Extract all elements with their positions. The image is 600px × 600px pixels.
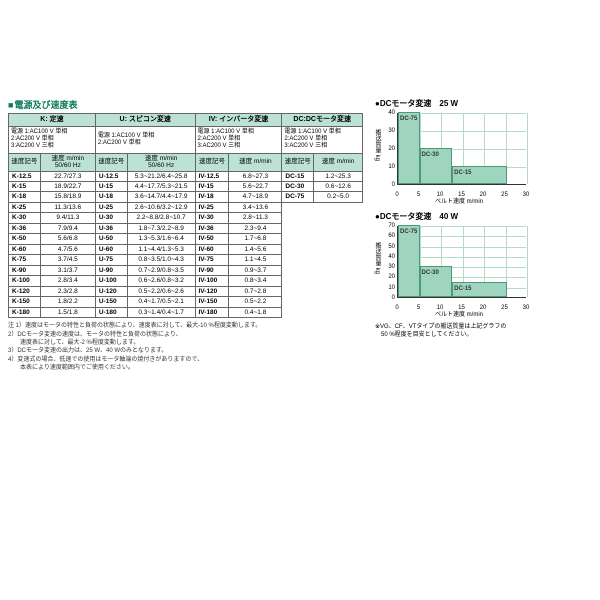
chart40-title: DCモータ変速 40 W [375, 211, 592, 222]
power-u: 電源 1:AC100 V 単相 2:AC200 V 単相 [95, 127, 195, 154]
table-row: K-12.522.7/27.3U-12.55.3~21.2/6.4~25.8IV… [9, 171, 363, 181]
hdr-code: 速度記号 [9, 153, 41, 171]
table-row: K-2511.3/13.6U-252.6~10.6/3.2~12.9IV-253… [9, 202, 363, 212]
table-row: K-1815.8/18.9U-183.6~14.7/4.4~17.9IV-184… [9, 192, 363, 202]
right-panel: DCモータ変速 25 W DC-75DC-30DC-15051015202530… [375, 98, 592, 372]
notes: 注 1）速度はモータの特性と負荷の状態により、速度表に対して、最大-10 %程度… [8, 322, 363, 372]
chart-25w: DC-75DC-30DC-15051015202530010203040搬送質量… [375, 111, 530, 201]
left-panel: 電源及び速度表 K: 定速 U: スピコン変速 IV: インバータ変速 DC:D… [8, 98, 363, 372]
power-iv: 電源 1:AC100 V 単相 2:AC200 V 単相 3:AC200 V 三… [195, 127, 282, 154]
speed-table: K: 定速 U: スピコン変速 IV: インバータ変速 DC:DCモータ変速 電… [8, 113, 363, 318]
group-u: U: スピコン変速 [95, 114, 195, 127]
group-dc: DC:DCモータ変速 [282, 114, 363, 127]
power-k: 電源 1:AC100 V 単相 2:AC200 V 単相 3:AC200 V 三… [9, 127, 96, 154]
chart-footnote: ※VG、CF、VTタイプの搬送質量は上記グラフの 50 %程度を目安としてくださ… [375, 324, 592, 340]
hdr-speedhz: 速度 m/min 50/60 Hz [127, 153, 195, 171]
group-k: K: 定速 [9, 114, 96, 127]
hdr-code: 速度記号 [282, 153, 314, 171]
main-title: 電源及び速度表 [8, 98, 363, 111]
hdr-speed: 速度 m/min [314, 153, 363, 171]
hdr-code: 速度記号 [95, 153, 127, 171]
power-dc: 電源 1:AC100 V 単相 2:AC200 V 単相 3:AC200 V 三… [282, 127, 363, 154]
group-iv: IV: インバータ変速 [195, 114, 282, 127]
hdr-code: 速度記号 [195, 153, 229, 171]
hdr-speed: 速度 m/min [229, 153, 282, 171]
chart-40w: DC-75DC-30DC-150510152025300102030405060… [375, 224, 530, 314]
chart25-title: DCモータ変速 25 W [375, 98, 592, 109]
table-row: K-1518.9/22.7U-154.4~17.7/5.3~21.5IV-155… [9, 182, 363, 192]
hdr-speedhz: 速度 m/min 50/60 Hz [40, 153, 95, 171]
